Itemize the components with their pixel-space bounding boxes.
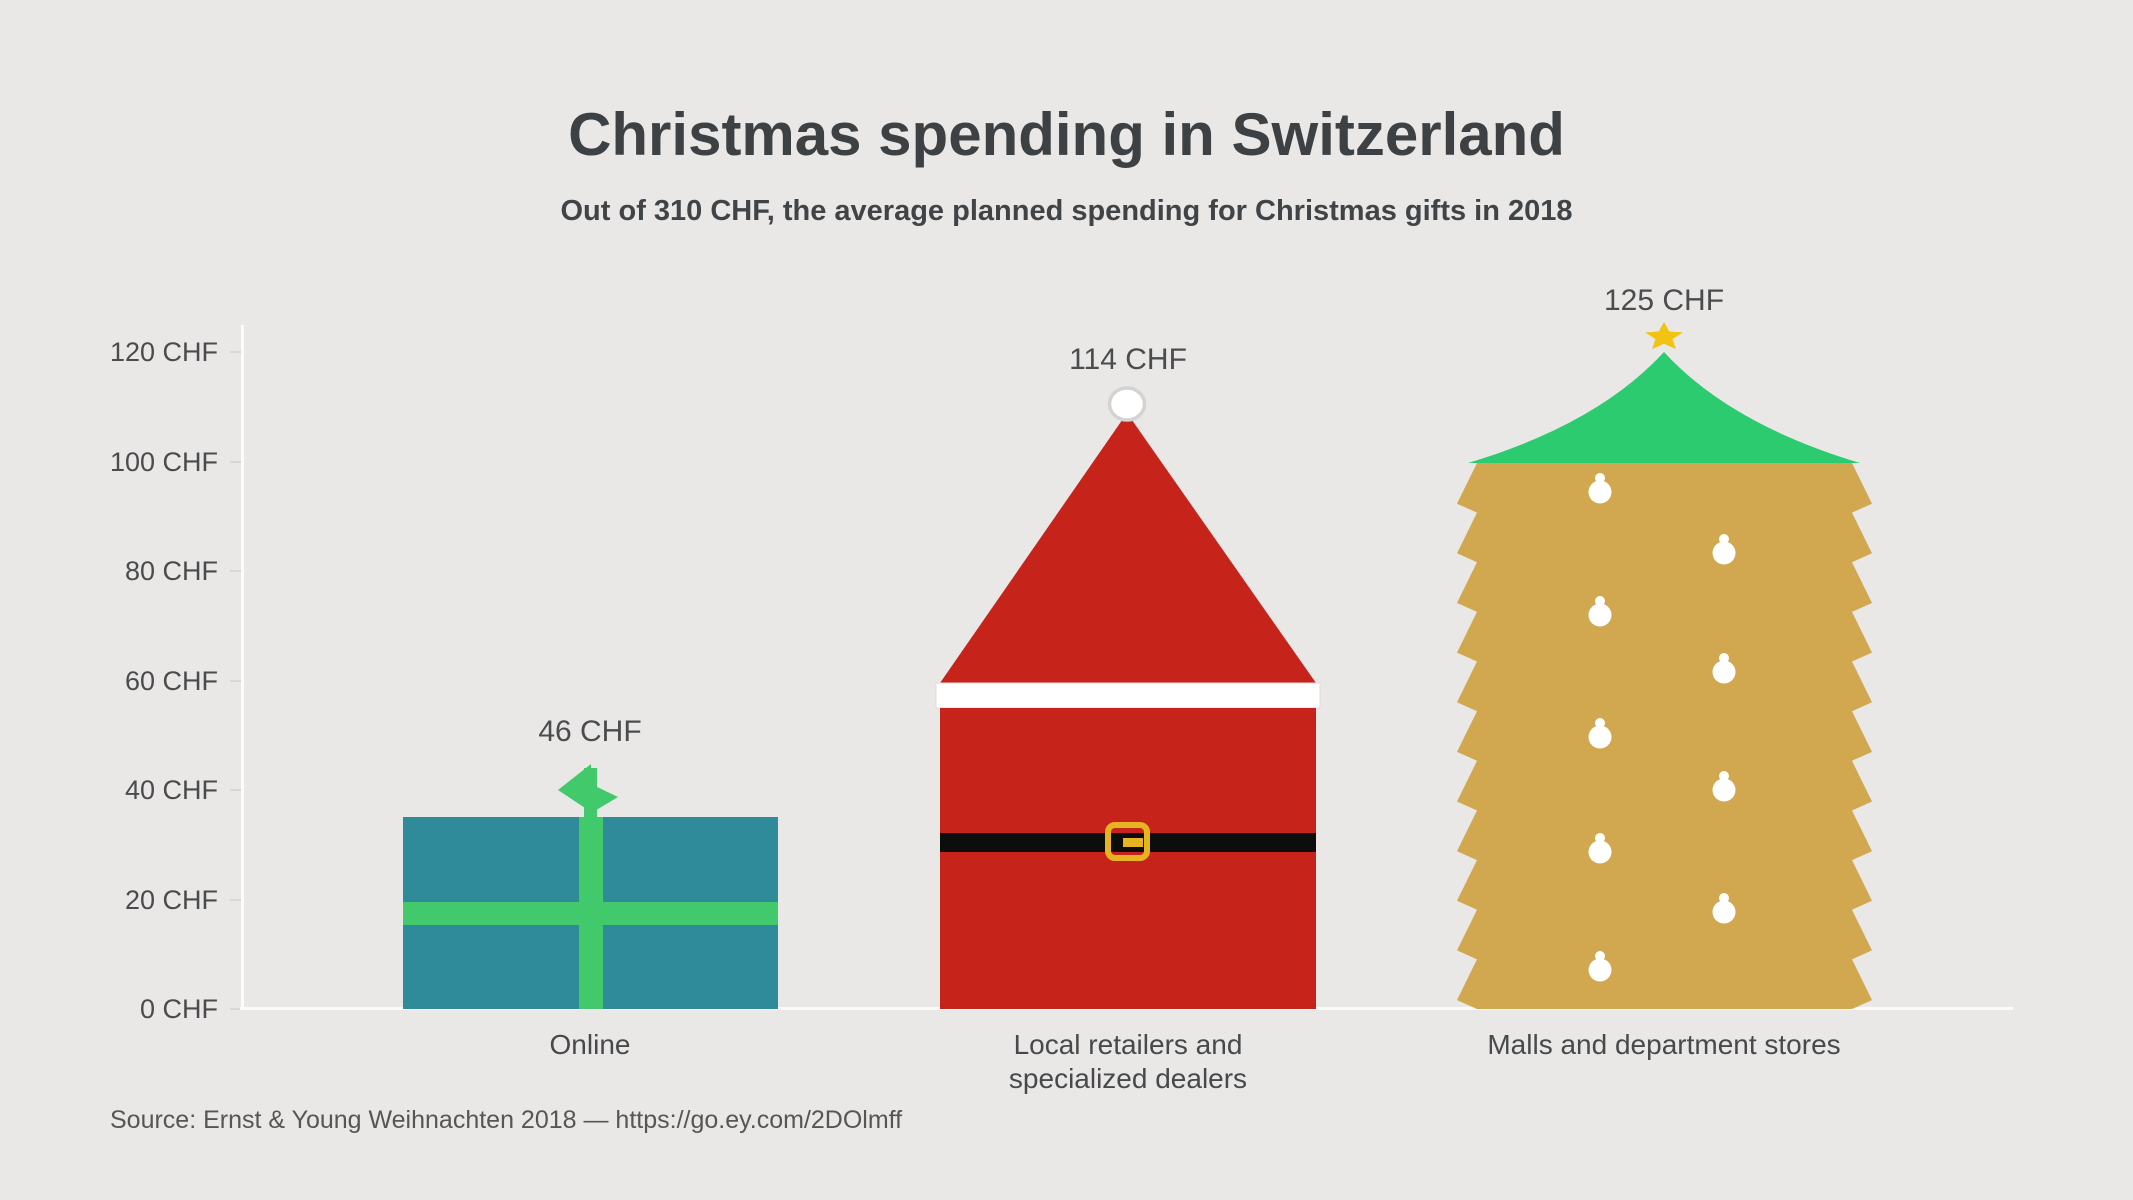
- category-label-online: Online: [549, 1029, 631, 1060]
- category-label-local-line2: specialized dealers: [1008, 1063, 1248, 1094]
- y-tick-label-100: 100 CHF: [109, 447, 218, 477]
- y-tick-label-120: 120 CHF: [109, 337, 218, 367]
- y-tick-label-80: 80 CHF: [124, 556, 218, 586]
- value-label-local: 114 CHF: [1069, 343, 1187, 376]
- y-tick: [230, 351, 243, 353]
- ornament-icon: [1588, 596, 1612, 627]
- star-icon: [1645, 322, 1683, 350]
- value-label-malls: 125 CHF: [1603, 284, 1725, 317]
- y-tick: [230, 899, 243, 901]
- chart-subtitle: Out of 310 CHF, the average planned spen…: [560, 195, 1573, 227]
- y-axis-line: [241, 325, 244, 1009]
- belt-buckle-tab: [1123, 838, 1143, 847]
- y-tick-label-20: 20 CHF: [124, 885, 218, 915]
- ornament-icon: [1588, 951, 1612, 982]
- y-tick: [230, 789, 243, 791]
- ornament-icon: [1588, 473, 1612, 504]
- ornament-icon: [1588, 833, 1612, 864]
- ornament-icon: [1588, 718, 1612, 749]
- santa-hat: [940, 413, 1316, 683]
- chart-title: Christmas spending in Switzerland: [568, 101, 1565, 168]
- y-tick-label-60: 60 CHF: [124, 666, 218, 696]
- y-tick: [230, 570, 243, 572]
- y-tick: [230, 680, 243, 682]
- tree-canopy: [1468, 352, 1860, 463]
- category-label-local-line1: Local retailers and: [1013, 1029, 1243, 1060]
- y-tick-label-40: 40 CHF: [124, 775, 218, 805]
- santa-hat-band: [935, 682, 1321, 709]
- pompom-icon: [1107, 386, 1147, 422]
- ornament-group: [1588, 473, 1736, 982]
- gift-ribbon-vertical: [579, 817, 603, 1009]
- source-text: Source: Ernst & Young Weihnachten 2018 —…: [110, 1106, 903, 1134]
- category-label-local: Local retailers and specialized dealers: [868, 1028, 1388, 1096]
- category-label-malls: Malls and department stores: [1487, 1029, 1841, 1060]
- ornament-icon: [1712, 653, 1736, 684]
- value-label-online: 46 CHF: [538, 715, 642, 748]
- santa-icon: [935, 386, 1321, 1009]
- ornament-icon: [1712, 534, 1736, 565]
- ornament-icon: [1712, 893, 1736, 924]
- ornament-icon: [1712, 771, 1736, 802]
- christmas-tree-icon: [1457, 322, 1872, 1009]
- tree-trunk: [1457, 463, 1872, 1009]
- gift-icon: [403, 764, 778, 1009]
- gift-bow-icon: [558, 764, 591, 812]
- belt-buckle-icon: [1105, 822, 1150, 861]
- y-tick: [230, 1008, 243, 1010]
- gift-bow-icon: [593, 786, 618, 812]
- y-tick: [230, 461, 243, 463]
- y-tick-label-0: 0 CHF: [139, 994, 218, 1024]
